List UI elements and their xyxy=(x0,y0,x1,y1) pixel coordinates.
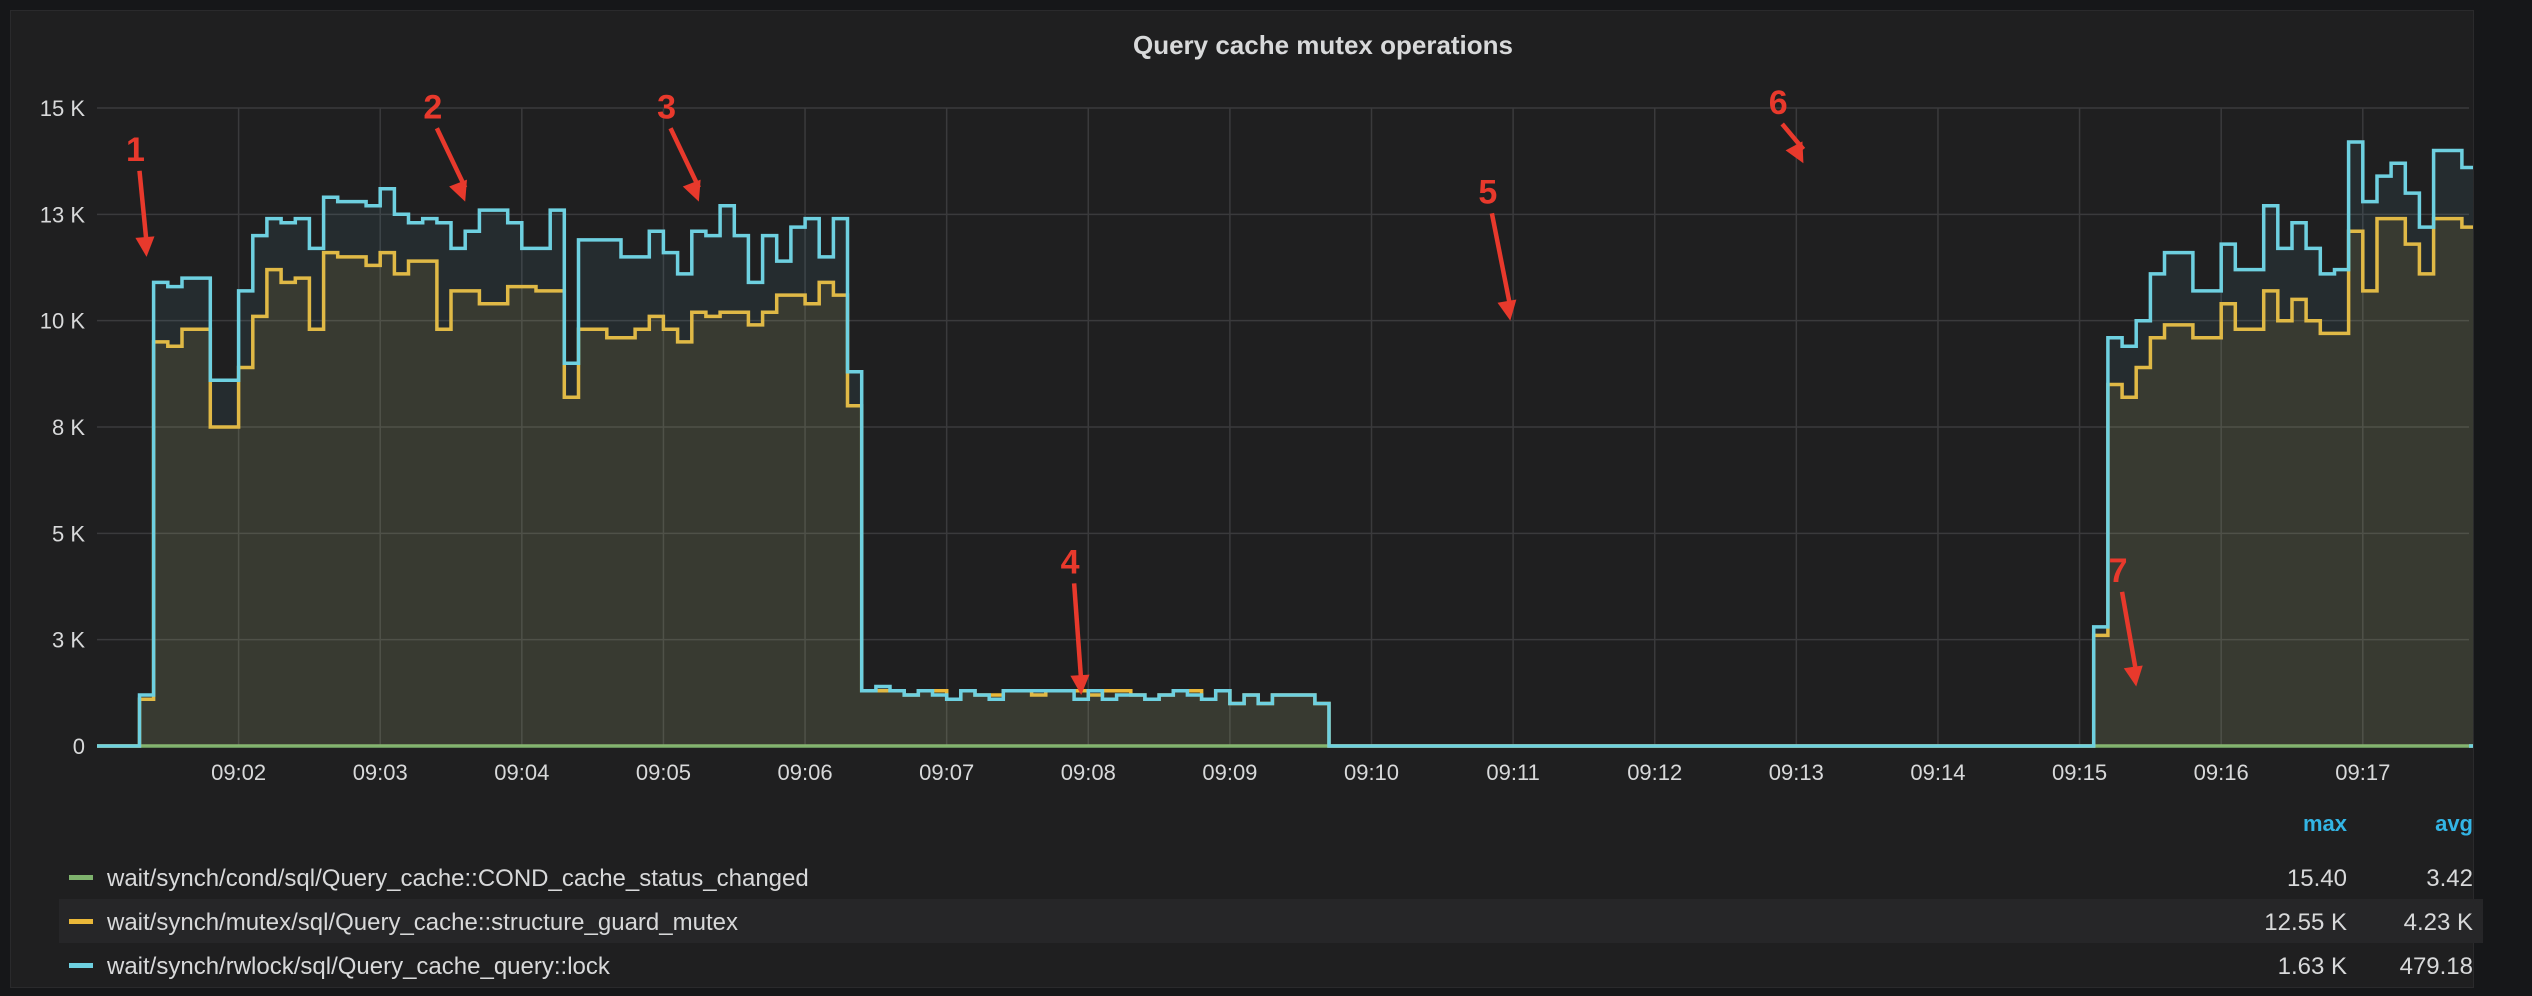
legend-avg: 3.42 xyxy=(2426,865,2473,892)
legend-swatch-cond xyxy=(69,875,93,880)
annotation-arrow xyxy=(1489,212,1513,308)
annotation-arrowhead xyxy=(1497,299,1517,321)
annotation-label: 1 xyxy=(126,131,145,169)
annotation-arrow xyxy=(434,127,468,189)
annotation-label: 3 xyxy=(657,88,676,126)
legend-avg: 479.18 xyxy=(2399,953,2473,980)
x-tick-label: 09:14 xyxy=(1910,760,1965,785)
annotation-arrow xyxy=(1071,583,1084,682)
legend-header-max[interactable]: max xyxy=(2302,811,2347,836)
x-tick-label: 09:09 xyxy=(1202,760,1257,785)
y-tick-label: 13 K xyxy=(40,202,86,227)
legend-max: 12.55 K xyxy=(2264,909,2347,936)
annotation-arrowhead xyxy=(449,179,467,202)
y-tick-label: 5 K xyxy=(52,521,85,546)
y-tick-label: 0 xyxy=(73,734,85,759)
y-tick-label: 10 K xyxy=(40,309,86,334)
x-tick-label: 09:04 xyxy=(494,760,549,785)
series-area xyxy=(97,142,2473,746)
legend-name[interactable]: wait/synch/cond/sql/Query_cache::COND_ca… xyxy=(107,865,809,892)
legend-max: 15.40 xyxy=(2286,865,2347,892)
annotation-label: 7 xyxy=(2109,552,2128,590)
legend-swatch-rwlock xyxy=(69,963,93,968)
x-tick-label: 09:06 xyxy=(778,760,833,785)
x-tick-label: 09:11 xyxy=(1486,760,1539,785)
x-tick-label: 09:13 xyxy=(1769,760,1824,785)
legend-max: 1.63 K xyxy=(2277,953,2347,980)
x-tick-label: 09:07 xyxy=(919,760,974,785)
legend-name[interactable]: wait/synch/rwlock/sql/Query_cache_query:… xyxy=(107,953,610,980)
x-tick-label: 09:02 xyxy=(211,760,266,785)
legend-row-mutex[interactable]: wait/synch/mutex/sql/Query_cache::struct… xyxy=(59,899,2483,943)
x-tick-label: 09:03 xyxy=(353,760,408,785)
y-tick-label: 3 K xyxy=(52,628,85,653)
x-tick-label: 09:10 xyxy=(1344,760,1399,785)
y-tick-label: 8 K xyxy=(52,415,85,440)
series-area xyxy=(97,218,2473,746)
x-tick-label: 09:08 xyxy=(1061,760,1116,785)
x-tick-label: 09:05 xyxy=(636,760,691,785)
legend-row-rwlock[interactable]: wait/synch/rwlock/sql/Query_cache_query:… xyxy=(59,943,2483,987)
annotation-label: 2 xyxy=(423,88,442,126)
annotation-arrow xyxy=(668,127,701,189)
annotation-arrow xyxy=(2119,591,2139,673)
annotation-arrowhead xyxy=(682,179,701,202)
x-tick-label: 09:15 xyxy=(2052,760,2107,785)
legend-name[interactable]: wait/synch/mutex/sql/Query_cache::struct… xyxy=(107,909,738,936)
annotation-arrowhead xyxy=(1070,674,1090,695)
annotation-arrowhead xyxy=(2123,665,2143,687)
legend-avg: 4.23 K xyxy=(2403,909,2473,936)
legend-swatch-mutex xyxy=(69,919,93,924)
annotation-label: 4 xyxy=(1061,543,1080,581)
legend-row-cond[interactable]: wait/synch/cond/sql/Query_cache::COND_ca… xyxy=(59,855,2483,899)
series-line xyxy=(97,140,2473,748)
x-tick-label: 09:12 xyxy=(1627,760,1682,785)
x-tick-label: 09:17 xyxy=(2335,760,2390,785)
chart-title: Query cache mutex operations xyxy=(1133,30,1513,60)
annotation-arrow xyxy=(137,170,149,244)
annotation-label: 5 xyxy=(1478,173,1497,211)
x-tick-label: 09:16 xyxy=(2194,760,2249,785)
annotation-arrowhead xyxy=(1785,141,1804,164)
annotation-label: 6 xyxy=(1769,84,1788,122)
legend-header-avg[interactable]: avg xyxy=(2435,811,2473,836)
annotation-arrowhead xyxy=(135,236,155,257)
y-tick-label: 15 K xyxy=(40,96,86,121)
